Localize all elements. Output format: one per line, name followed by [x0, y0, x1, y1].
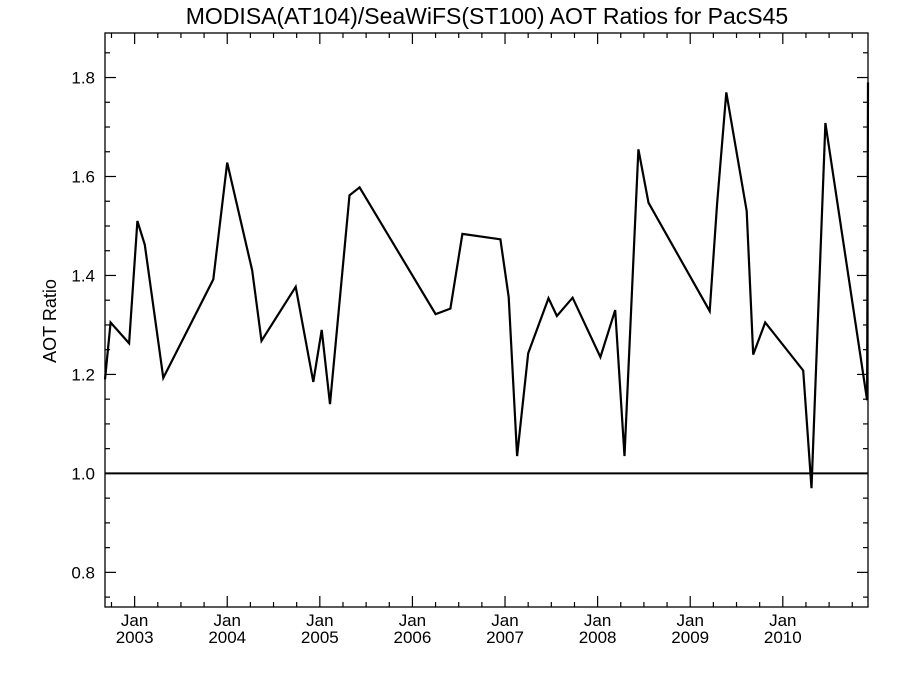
x-tick-month-label: Jan — [399, 611, 426, 630]
x-tick-month-label: Jan — [769, 611, 796, 630]
y-tick-label: 0.8 — [71, 563, 95, 582]
x-tick-year-label: 2010 — [764, 628, 802, 647]
x-tick-month-label: Jan — [677, 611, 704, 630]
series-layer — [103, 82, 870, 489]
x-tick-year-label: 2005 — [301, 628, 339, 647]
axes: 0.81.01.21.41.61.8Jan2003Jan2004Jan2005J… — [71, 32, 869, 647]
x-tick-year-label: 2008 — [579, 628, 617, 647]
x-tick-year-label: 2007 — [486, 628, 524, 647]
x-tick-month-label: Jan — [491, 611, 518, 630]
plot-frame — [104, 32, 869, 608]
x-tick-year-label: 2006 — [394, 628, 432, 647]
x-tick-month-label: Jan — [584, 611, 611, 630]
x-tick-year-label: 2009 — [671, 628, 709, 647]
y-tick-label: 1.6 — [71, 168, 95, 187]
x-tick-year-label: 2003 — [116, 628, 154, 647]
x-tick-month-label: Jan — [121, 611, 148, 630]
chart-title: MODISA(AT104)/SeaWiFS(ST100) AOT Ratios … — [186, 3, 788, 29]
y-tick-label: 1.8 — [71, 69, 95, 88]
y-tick-label: 1.2 — [71, 365, 95, 384]
y-tick-label: 1.4 — [71, 266, 95, 285]
x-tick-year-label: 2004 — [208, 628, 246, 647]
x-tick-month-label: Jan — [306, 611, 333, 630]
series-line-1 — [103, 82, 870, 489]
y-tick-label: 1.0 — [71, 464, 95, 483]
y-axis-label: AOT Ratio — [40, 279, 60, 363]
x-tick-month-label: Jan — [214, 611, 241, 630]
